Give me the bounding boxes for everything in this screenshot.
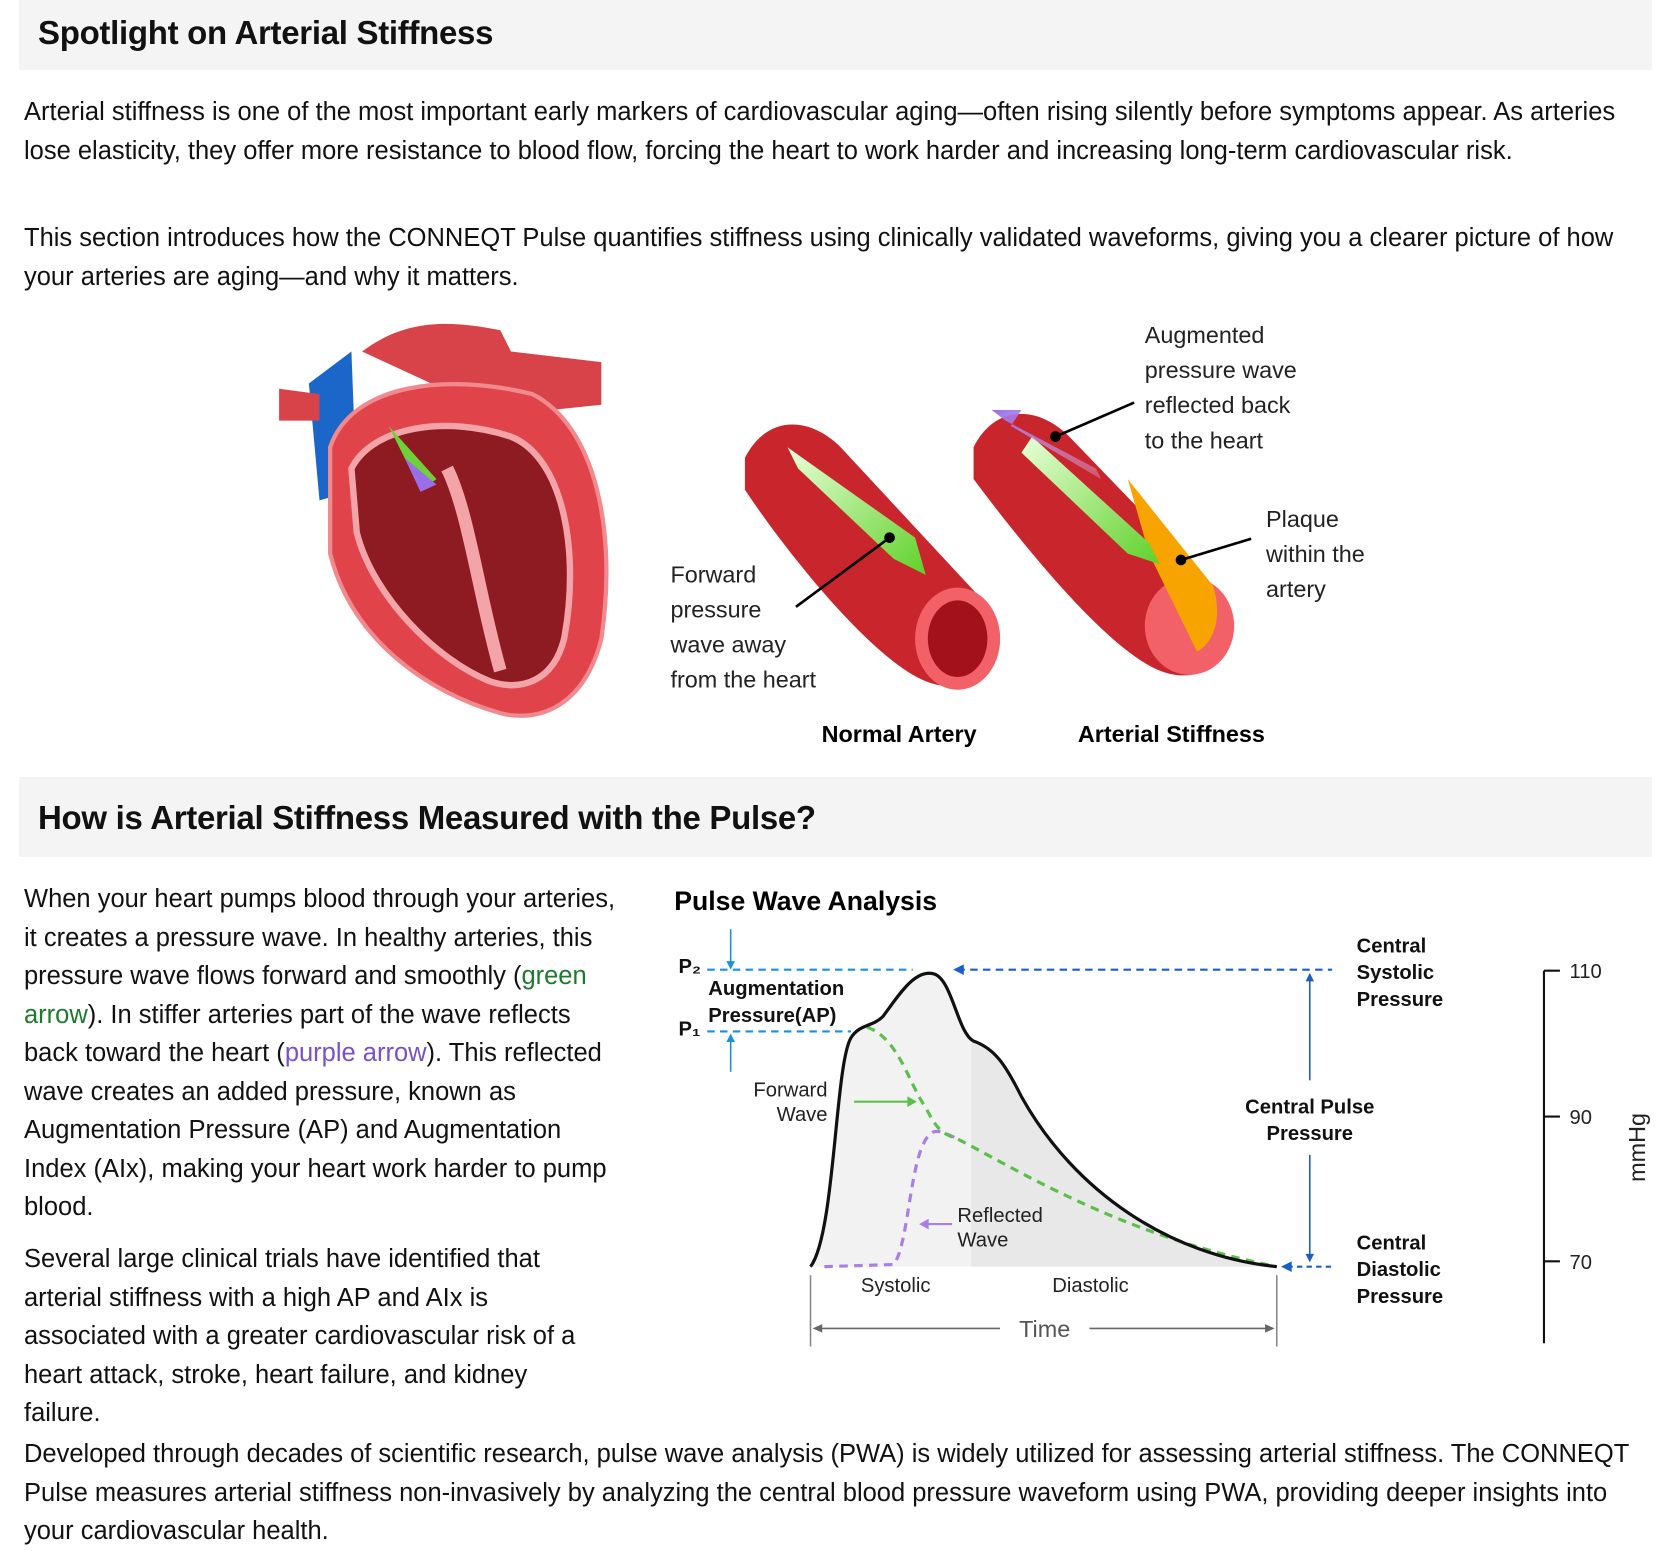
measurement-paragraph: When your heart pumps blood through your… [24, 885, 616, 1221]
diastolic-label: Diastolic [1052, 1275, 1128, 1297]
augmented-label-1: Augmented [1145, 322, 1265, 348]
intro-paragraph-2: This section introduces how the CONNEQT … [24, 224, 1614, 291]
p1-label: P₁ [679, 1019, 701, 1041]
csp-label-3: Pressure [1357, 989, 1444, 1011]
heart-illustration [279, 323, 609, 718]
purple-arrow-text: purple arrow [284, 1039, 427, 1067]
stiff-artery-illustration [973, 410, 1235, 676]
augmented-label-2: pressure wave [1145, 357, 1297, 383]
csp-label-2: Systolic [1357, 962, 1435, 984]
y-axis-unit: mmHg [1624, 1113, 1650, 1182]
forward-label-4: from the heart [670, 667, 816, 693]
intro-paragraph: Arterial stiffness is one of the most im… [24, 98, 1616, 165]
ap-label-1: Augmentation [708, 978, 844, 1000]
forward-label-2: pressure [670, 596, 761, 622]
cpp-label-1: Central Pulse [1245, 1096, 1374, 1118]
forward-label-1: Forward [670, 561, 756, 587]
pulse-waveform-line [809, 971, 1277, 1269]
normal-artery-illustration [744, 424, 1001, 690]
reflected-wave-label-1: Reflected [957, 1205, 1042, 1227]
pulse-wave-analysis-chart: Pulse Wave Analysis 110 90 70 mmHg Systo… [674, 886, 1650, 1347]
plaque-label-2: within the [1265, 541, 1365, 567]
cdp-label-1: Central [1357, 1233, 1427, 1255]
csp-label-1: Central [1357, 936, 1427, 958]
pwa-paragraph: Developed through decades of scientific … [24, 1440, 1629, 1545]
section-header-2: How is Arterial Stiffness Measured with … [19, 777, 1652, 857]
pulse-area [810, 973, 1277, 1267]
forward-wave-line [866, 1025, 1278, 1269]
forward-wave-label-1: Forward [753, 1079, 827, 1101]
section-header: Spotlight on Arterial Stiffness [19, 0, 1652, 70]
reflected-wave-label-2: Wave [957, 1229, 1008, 1251]
systolic-label: Systolic [861, 1275, 931, 1297]
section-title: Spotlight on Arterial Stiffness [38, 14, 494, 51]
time-label: Time [1019, 1316, 1070, 1342]
plaque-label-1: Plaque [1266, 506, 1339, 532]
y-tick-90: 90 [1570, 1107, 1593, 1129]
pwa-title: Pulse Wave Analysis [674, 886, 937, 916]
clinical-trials-paragraph: Several large clinical trials have ident… [24, 1245, 576, 1427]
artery-illustration: Forward pressure wave away from the hear… [279, 322, 1365, 747]
normal-artery-caption: Normal Artery [822, 721, 977, 747]
ap-label-2: Pressure(AP) [708, 1005, 836, 1027]
forward-wave-label-2: Wave [777, 1104, 828, 1126]
section-title-2: How is Arterial Stiffness Measured with … [38, 799, 816, 836]
forward-label-3: wave away [669, 632, 786, 658]
green-arrow-text: green arrow [24, 962, 587, 1029]
forward-leader-line [795, 536, 891, 608]
augmented-label-3: reflected back [1145, 392, 1291, 418]
stiff-artery-caption: Arterial Stiffness [1078, 721, 1265, 747]
cdp-label-3: Pressure [1357, 1286, 1444, 1308]
y-tick-110: 110 [1570, 961, 1602, 983]
plaque-label-3: artery [1266, 576, 1326, 602]
y-tick-70: 70 [1570, 1252, 1593, 1274]
cdp-label-2: Diastolic [1357, 1259, 1441, 1281]
augmented-label-4: to the heart [1145, 427, 1264, 453]
plaque-leader-line [1180, 537, 1252, 562]
p2-label: P₂ [679, 956, 701, 978]
cpp-label-2: Pressure [1266, 1123, 1353, 1145]
augmented-leader-line [1054, 401, 1135, 438]
